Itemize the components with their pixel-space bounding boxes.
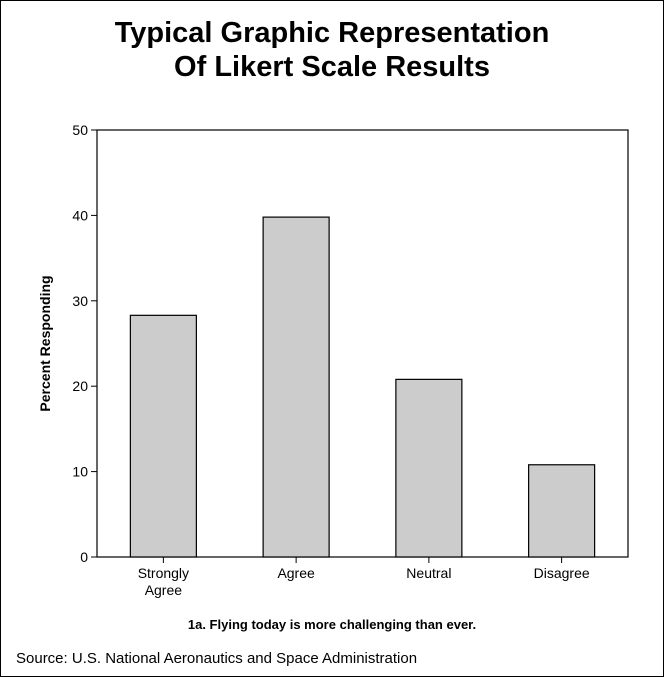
chart-title-line-1: Typical Graphic Representation: [114, 17, 550, 49]
y-tick-label: 30: [72, 293, 88, 309]
y-tick-label: 40: [72, 207, 88, 223]
x-tick-label: Disagree: [534, 565, 590, 581]
bar: [262, 216, 330, 558]
x-tick-label: Neutral: [406, 565, 451, 581]
chart-title: Typical Graphic Representation Of Likert…: [0, 16, 664, 84]
y-tick-label: 10: [72, 464, 88, 480]
x-tick-label: Strongly: [138, 565, 189, 581]
chart-title-line-2: Of Likert Scale Results: [174, 51, 490, 83]
y-axis-label: Percent Responding: [37, 275, 53, 411]
source-note: Source: U.S. National Aeronautics and Sp…: [16, 650, 418, 667]
plot-area: [96, 129, 629, 558]
bar: [395, 378, 463, 558]
y-tick-label: 0: [80, 549, 88, 565]
bar: [129, 314, 197, 558]
y-tick-label: 20: [72, 378, 88, 394]
x-tick-label: Agree: [145, 582, 183, 598]
x-tick-label: Agree: [277, 565, 315, 581]
bar: [528, 464, 596, 558]
y-tick-label: 50: [72, 122, 88, 138]
chart-caption: 1a. Flying today is more challenging tha…: [187, 617, 477, 632]
